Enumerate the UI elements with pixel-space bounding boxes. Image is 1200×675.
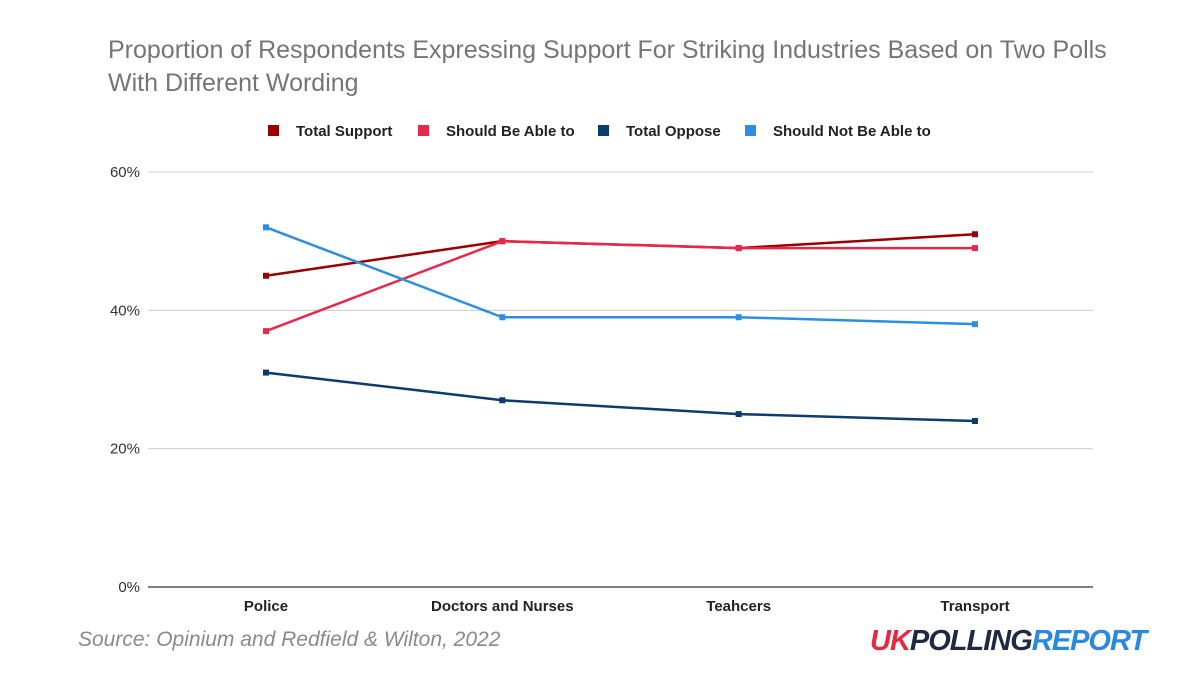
data-point xyxy=(735,411,742,418)
chart-title: Proportion of Respondents Expressing Sup… xyxy=(108,36,1107,97)
x-tick-label: Doctors and Nurses xyxy=(431,598,574,615)
y-tick-label: 20% xyxy=(110,441,140,458)
legend-item: Total Support xyxy=(268,123,392,140)
legend: Total Support Should Be Able to Total Oppo… xyxy=(268,123,931,140)
data-point xyxy=(263,369,269,376)
series-0 xyxy=(263,231,978,279)
y-axis: 0% 20% 40% 60% xyxy=(110,164,140,596)
legend-swatch xyxy=(268,125,279,136)
legend-label: Should Be Able to xyxy=(446,123,575,140)
brand-uk: UK xyxy=(870,625,911,657)
series-3 xyxy=(263,224,978,328)
series-2 xyxy=(263,369,978,424)
data-point xyxy=(735,314,742,321)
series-line xyxy=(265,233,976,277)
data-point xyxy=(735,245,742,252)
source-note: Source: Opinium and Redfield & Wilton, 2… xyxy=(78,628,501,651)
data-point xyxy=(263,272,269,279)
x-axis: Police Doctors and Nurses Teahcers Transpor… xyxy=(244,598,1010,615)
y-tick-label: 0% xyxy=(118,579,140,596)
brand-report: REPORT xyxy=(1031,625,1147,657)
legend-item: Total Oppose xyxy=(598,123,721,140)
series-line xyxy=(265,226,976,326)
data-point xyxy=(972,418,978,424)
gridlines xyxy=(148,171,1093,588)
data-point xyxy=(972,245,978,252)
series-group xyxy=(263,224,978,424)
x-tick-label: Police xyxy=(244,598,288,615)
series-1 xyxy=(263,238,978,335)
brand-logo: UKPOLLINGREPORT xyxy=(870,625,1147,658)
x-tick-label: Teahcers xyxy=(706,598,771,615)
legend-swatch xyxy=(598,125,609,136)
series-line xyxy=(265,239,975,333)
data-point xyxy=(263,328,269,335)
legend-item: Should Be Able to xyxy=(418,123,575,140)
legend-item: Should Not Be Able to xyxy=(745,123,931,140)
y-tick-label: 40% xyxy=(110,302,140,319)
legend-label: Total Support xyxy=(296,123,392,140)
data-point xyxy=(499,238,506,245)
data-point xyxy=(972,321,978,328)
x-tick-label: Transport xyxy=(940,598,1009,615)
series-line xyxy=(265,371,976,423)
data-point xyxy=(499,314,506,321)
legend-label: Total Oppose xyxy=(626,123,721,140)
legend-swatch xyxy=(418,125,429,136)
data-point xyxy=(263,224,269,231)
y-tick-label: 60% xyxy=(110,164,140,181)
legend-swatch xyxy=(745,125,756,136)
data-point xyxy=(972,231,978,238)
brand-polling: POLLING xyxy=(909,625,1033,657)
legend-label: Should Not Be Able to xyxy=(773,123,931,140)
data-point xyxy=(499,397,506,404)
